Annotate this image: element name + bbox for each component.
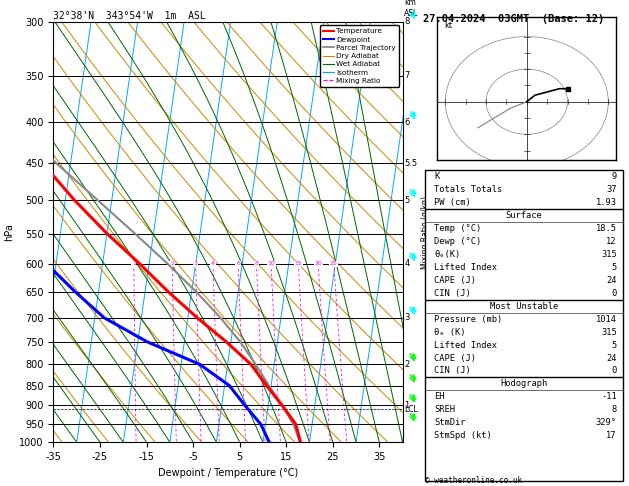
Text: θₑ (K): θₑ (K)	[435, 328, 466, 337]
Text: 9: 9	[611, 172, 617, 181]
Text: CIN (J): CIN (J)	[435, 289, 471, 298]
Text: StmDir: StmDir	[435, 418, 466, 427]
Text: 2: 2	[170, 261, 174, 266]
Text: 10: 10	[267, 261, 275, 266]
Text: EH: EH	[435, 392, 445, 401]
Text: Lifted Index: Lifted Index	[435, 341, 498, 349]
Text: K: K	[435, 172, 440, 181]
Text: 4: 4	[404, 260, 409, 268]
Text: 37: 37	[606, 185, 617, 194]
Text: 1014: 1014	[596, 314, 617, 324]
Text: kt: kt	[444, 21, 452, 30]
Text: StmSpd (kt): StmSpd (kt)	[435, 431, 493, 440]
Text: Surface: Surface	[505, 211, 542, 220]
Text: 2: 2	[404, 360, 409, 369]
Text: -11: -11	[601, 392, 617, 401]
Text: LCL: LCL	[404, 405, 418, 414]
Text: CAPE (J): CAPE (J)	[435, 276, 477, 285]
Text: CAPE (J): CAPE (J)	[435, 353, 477, 363]
Y-axis label: hPa: hPa	[4, 223, 14, 241]
Text: 25: 25	[330, 261, 338, 266]
Text: km
ASL: km ASL	[404, 0, 418, 17]
X-axis label: Dewpoint / Temperature (°C): Dewpoint / Temperature (°C)	[158, 468, 298, 478]
Text: Temp (°C): Temp (°C)	[435, 224, 482, 233]
Text: Totals Totals: Totals Totals	[435, 185, 503, 194]
Text: Pressure (mb): Pressure (mb)	[435, 314, 503, 324]
Text: 5: 5	[611, 263, 617, 272]
Text: 4: 4	[211, 261, 215, 266]
Text: 0: 0	[611, 289, 617, 298]
Text: 5.5: 5.5	[404, 159, 418, 168]
Text: Hodograph: Hodograph	[500, 380, 547, 388]
Text: 315: 315	[601, 328, 617, 337]
Text: 5: 5	[611, 341, 617, 349]
Text: 12: 12	[606, 237, 617, 246]
Text: 1: 1	[404, 401, 409, 410]
Legend: Temperature, Dewpoint, Parcel Trajectory, Dry Adiabat, Wet Adiabat, Isotherm, Mi: Temperature, Dewpoint, Parcel Trajectory…	[320, 25, 399, 87]
Text: 315: 315	[601, 250, 617, 259]
Text: 8: 8	[611, 405, 617, 415]
Text: 17: 17	[606, 431, 617, 440]
Text: CIN (J): CIN (J)	[435, 366, 471, 376]
Text: 24: 24	[606, 276, 617, 285]
Text: Lifted Index: Lifted Index	[435, 263, 498, 272]
Text: 329°: 329°	[596, 418, 617, 427]
Text: Dewp (°C): Dewp (°C)	[435, 237, 482, 246]
Text: 18.5: 18.5	[596, 224, 617, 233]
Text: SREH: SREH	[435, 405, 455, 415]
Text: 0: 0	[611, 366, 617, 376]
Text: 1.93: 1.93	[596, 198, 617, 207]
Text: 32°38'N  343°54'W  1m  ASL: 32°38'N 343°54'W 1m ASL	[53, 11, 206, 21]
Text: 15: 15	[294, 261, 302, 266]
Text: 3: 3	[194, 261, 198, 266]
Text: 27.04.2024  03GMT  (Base: 12): 27.04.2024 03GMT (Base: 12)	[423, 14, 604, 24]
Text: 6: 6	[236, 261, 240, 266]
Text: θₑ(K): θₑ(K)	[435, 250, 460, 259]
Text: 5: 5	[404, 196, 409, 205]
Text: 8: 8	[255, 261, 259, 266]
Text: © weatheronline.co.uk: © weatheronline.co.uk	[425, 475, 521, 485]
Text: 8: 8	[404, 17, 409, 26]
Text: Most Unstable: Most Unstable	[489, 302, 558, 311]
Text: Mixing Ratio (g/kg): Mixing Ratio (g/kg)	[421, 195, 430, 269]
Text: 20: 20	[314, 261, 322, 266]
Text: PW (cm): PW (cm)	[435, 198, 471, 207]
Text: 7: 7	[404, 71, 409, 80]
Text: 6: 6	[404, 118, 409, 127]
Text: 24: 24	[606, 353, 617, 363]
Text: 3: 3	[404, 313, 409, 322]
Text: 1: 1	[132, 261, 136, 266]
